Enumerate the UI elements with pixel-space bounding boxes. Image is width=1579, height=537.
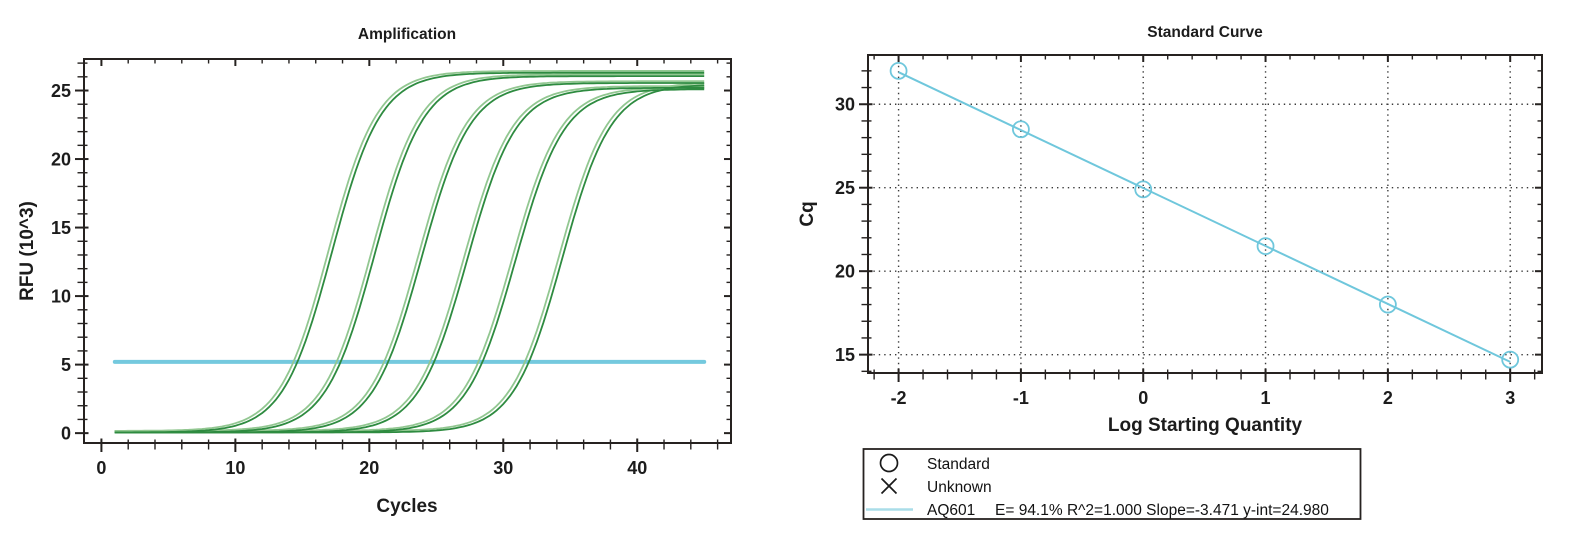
unknown-marker-icon	[880, 477, 898, 495]
y-tick-label: 0	[61, 424, 71, 444]
y-tick-label: 10	[51, 287, 71, 307]
x-tick-label: 0	[1138, 388, 1148, 408]
log-quantity-axis-label: Log Starting Quantity	[1108, 415, 1303, 436]
standard-curve-chart: -2 -1 0 1 2 3 15 20 25 30 Standard Curve Log Star…	[797, 24, 1543, 436]
x-tick-label: 0	[96, 458, 106, 478]
plot-frame	[83, 58, 732, 444]
x-tick-label: 1	[1261, 388, 1271, 408]
amplification-replicate-trace	[114, 82, 705, 432]
amplification-trace	[114, 84, 705, 434]
x-tick-label: -1	[1013, 388, 1029, 408]
x-tick-label: 10	[225, 458, 245, 478]
legend-series-stats: E= 94.1% R^2=1.000 Slope=-3.471 y-int=24…	[995, 502, 1329, 519]
x-tick-label: 30	[493, 458, 513, 478]
legend-border	[862, 448, 1362, 520]
x-tick-label: 2	[1383, 388, 1393, 408]
cq-axis-label: Cq	[797, 201, 818, 226]
standard-point-marker	[1501, 350, 1520, 369]
y-tick-label: 25	[51, 81, 71, 101]
standard-point-marker	[1012, 120, 1030, 139]
standard-curve-plot-content: -2 -1 0 1 2 3 15 20 25 30	[835, 54, 1543, 408]
standard-point-marker	[1378, 295, 1397, 314]
x-tick-label: 3	[1505, 388, 1515, 408]
y-tick-label: 15	[51, 218, 71, 238]
plot-frame	[867, 54, 1543, 374]
regression-line	[898, 71, 1511, 363]
amplification-replicate-trace	[114, 80, 705, 432]
x-tick-label: 40	[627, 458, 647, 478]
standard-point-marker	[1134, 180, 1153, 199]
y-tick-label: 5	[61, 355, 71, 375]
amplification-replicate-trace	[114, 70, 705, 432]
amplification-trace	[114, 86, 705, 434]
amplification-plot-content: 0 10 20 30 40 0 5 10 15 20 25	[51, 58, 732, 478]
legend-standard-label: Standard	[927, 456, 990, 473]
standard-point-marker	[889, 61, 908, 80]
amplification-title: Amplification	[358, 26, 456, 43]
y-tick-label: 30	[835, 95, 855, 115]
standard-curve-title: Standard Curve	[1147, 24, 1263, 41]
x-tick-label: 20	[359, 458, 379, 478]
legend-series-name: AQ601	[927, 502, 975, 519]
y-tick-label: 15	[835, 345, 855, 365]
legend-unknown-label: Unknown	[927, 479, 992, 496]
y-tick-label: 25	[835, 178, 855, 198]
amplification-replicate-trace	[114, 73, 705, 432]
amplification-chart: 0 10 20 30 40 0 5 10 15 20 25 Amplification Cycles…	[17, 26, 732, 517]
legend-box: Standard Unknown AQ601 E= 94.1% R^2=1.00…	[862, 448, 1362, 520]
amplification-trace	[114, 88, 705, 434]
y-tick-label: 20	[51, 150, 71, 170]
standard-marker-icon	[879, 453, 899, 473]
amplification-replicate-trace	[114, 86, 705, 432]
rfu-axis-label: RFU (10^3)	[17, 201, 38, 301]
x-tick-label: -2	[891, 388, 907, 408]
standard-point-marker	[1256, 237, 1275, 256]
cycles-axis-label: Cycles	[376, 496, 437, 517]
amplification-trace	[114, 71, 705, 434]
y-tick-label: 20	[835, 262, 855, 282]
amplification-trace	[114, 75, 705, 434]
